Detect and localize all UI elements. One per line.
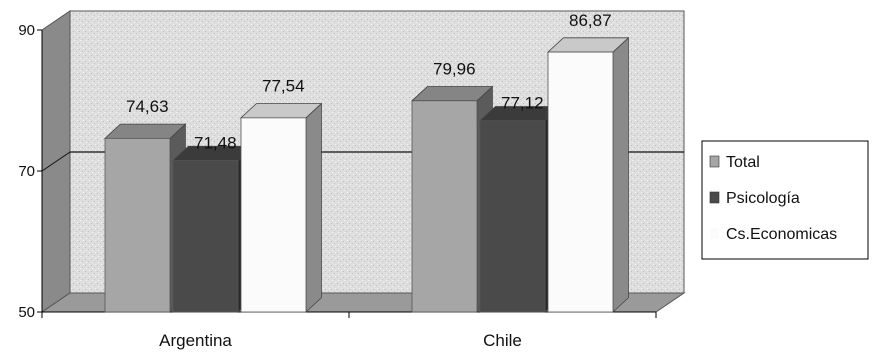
bar-side: [305, 102, 322, 313]
gridline-side: [41, 151, 71, 172]
data-label: 77,54: [262, 77, 305, 96]
bar-front: [172, 160, 239, 313]
legend-label: Psicología: [726, 190, 800, 207]
bar-argentina-2: [239, 102, 323, 313]
data-label: 71,48: [194, 133, 237, 152]
data-labels: 74,63 71,48 77,54 79,96 77,12 86,87: [126, 11, 612, 152]
data-label: 74,63: [126, 97, 169, 116]
data-label: 86,87: [569, 11, 612, 30]
bar-front: [411, 100, 478, 313]
y-tick-label: 50: [18, 304, 35, 321]
data-label: 79,96: [433, 60, 476, 79]
bar-chile-2: [546, 36, 630, 313]
legend-box: [701, 140, 869, 260]
legend-label: Cs.Economicas: [726, 226, 837, 243]
bar-front: [104, 137, 171, 313]
category-label: Argentina: [159, 331, 232, 350]
y-tick-label: 90: [18, 22, 35, 39]
category-label: Chile: [483, 331, 522, 350]
bar-side: [612, 36, 629, 313]
legend: Total Psicología Cs.Economicas: [701, 140, 869, 260]
y-tick-label: 70: [18, 163, 35, 180]
bar-front: [240, 117, 307, 313]
legend-label: Total: [726, 154, 760, 171]
legend-swatch: [709, 155, 720, 168]
bar-front: [479, 120, 546, 313]
bar-front: [547, 51, 614, 313]
bars: [103, 36, 630, 313]
legend-swatch: [709, 227, 720, 240]
legend-swatch: [709, 191, 720, 204]
data-label: 77,12: [501, 94, 544, 113]
